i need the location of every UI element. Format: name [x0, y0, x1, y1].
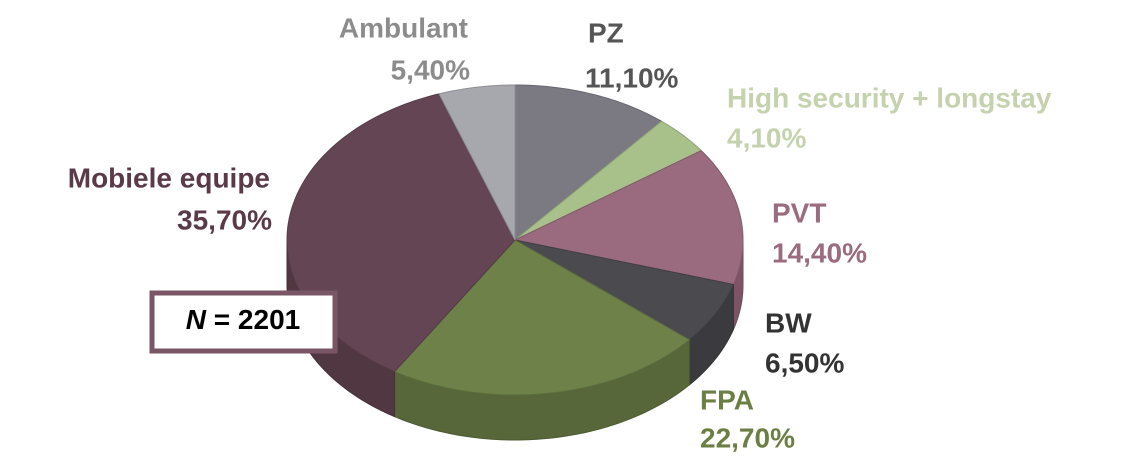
value-label: 5,40% [391, 54, 470, 85]
slice-label: High security + longstay [727, 82, 1052, 113]
pie-tops [286, 84, 744, 396]
value-label: 11,10% [585, 62, 679, 93]
value-label: 14,40% [772, 237, 867, 268]
slice-label: Mobiele equipe [68, 162, 270, 193]
slice-label: PZ [588, 17, 624, 48]
slice-label: PVT [772, 197, 826, 228]
pie-slice [513, 149, 744, 286]
pie-slice [514, 120, 703, 241]
pie-slice [393, 239, 691, 396]
slice-label: BW [765, 307, 812, 338]
annotation-box [149, 290, 338, 354]
value-label: 4,10% [727, 122, 806, 153]
pie-slice [514, 239, 735, 341]
slice-label: FPA [700, 384, 754, 415]
pie-slice [514, 84, 663, 242]
value-label: 22,70% [700, 422, 795, 453]
labels: PZ 11,10% High security + longstay 4,10% PVT… [68, 12, 1052, 453]
value-label: 35,70% [177, 204, 272, 235]
annotation-symbol: N [186, 304, 207, 335]
annotation-text: = 2201 [214, 304, 300, 335]
annotation: N = 2201 [186, 304, 300, 335]
value-label: 6,50% [765, 347, 844, 378]
slice-label: Ambulant [339, 12, 468, 43]
pie-slice [438, 84, 516, 241]
